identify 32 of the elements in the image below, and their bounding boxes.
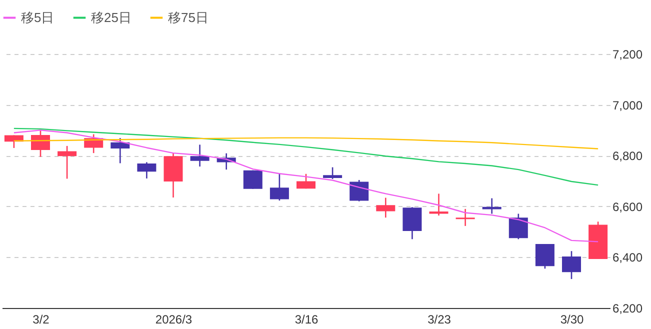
candlestick xyxy=(350,179,369,202)
y-tick-label: 6,600 xyxy=(612,200,643,214)
candlestick xyxy=(296,173,316,190)
candlestick xyxy=(402,206,422,240)
candlestick xyxy=(58,145,77,180)
x-tick-label: 3/16 xyxy=(294,312,318,326)
line-series xyxy=(13,128,599,186)
y-tick-label: 7,000 xyxy=(612,98,643,112)
y-tick-label: 6,400 xyxy=(612,250,643,265)
candlestick xyxy=(456,208,475,227)
x-tick-label: 2026/3 xyxy=(155,312,192,326)
legend-label: 移75日 xyxy=(168,10,208,25)
candlestick xyxy=(429,193,448,216)
legend-label: 移25日 xyxy=(91,10,132,25)
candlestick xyxy=(562,250,581,280)
candlestick xyxy=(31,130,50,158)
x-tick-label: 3/2 xyxy=(32,312,50,326)
candlestick xyxy=(110,137,130,164)
candlestick xyxy=(508,213,528,240)
legend-label: 移5日 xyxy=(21,10,54,25)
candlestick xyxy=(376,197,396,218)
candlestick xyxy=(243,170,262,190)
y-tick-label: 7,200 xyxy=(612,48,643,62)
candlestick xyxy=(323,166,342,180)
x-tick-label: 3/30 xyxy=(560,312,584,326)
candlestick xyxy=(190,144,210,168)
candlestick xyxy=(535,243,554,270)
candlestick xyxy=(270,172,289,202)
candlestick xyxy=(137,162,156,180)
x-tick-label: 3/23 xyxy=(428,312,452,326)
y-tick-label: 6,200 xyxy=(612,302,643,316)
y-tick-label: 6,800 xyxy=(612,149,643,164)
